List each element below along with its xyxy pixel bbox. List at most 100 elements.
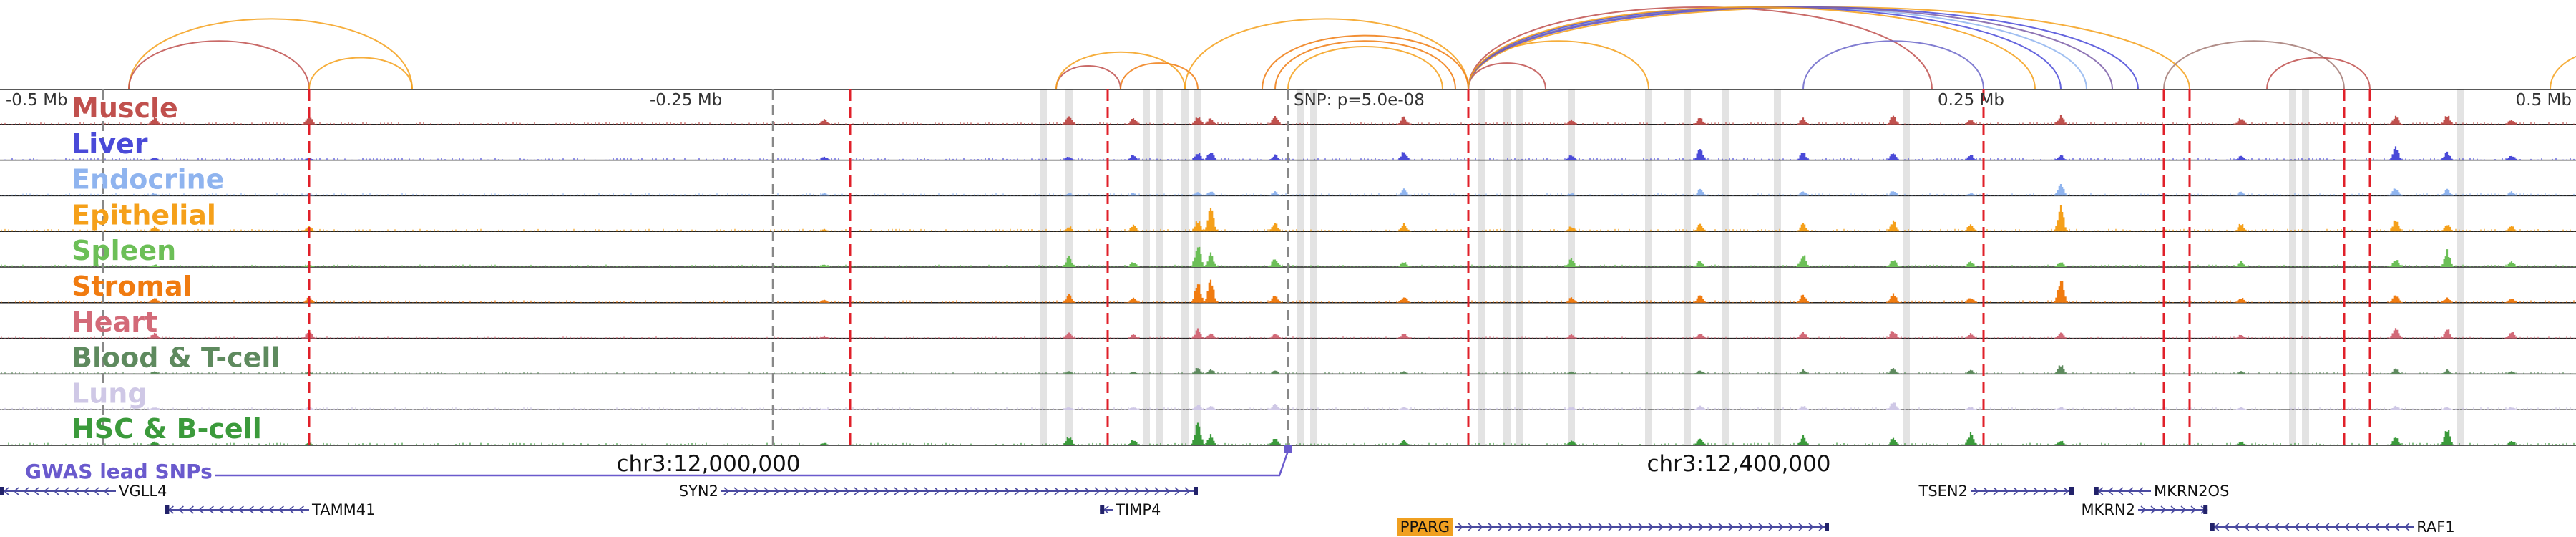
link-arc xyxy=(308,57,413,90)
gene-exon xyxy=(2210,523,2215,531)
gene-exon xyxy=(2069,487,2074,495)
signal-peak xyxy=(149,441,160,445)
signal-peak xyxy=(1694,405,1706,410)
signal-peak xyxy=(149,371,160,374)
signal-peak xyxy=(1062,116,1076,125)
link-arc xyxy=(1184,18,1469,90)
background-signal xyxy=(1,228,2575,232)
highlight-band xyxy=(1503,90,1511,446)
link-arc xyxy=(1468,6,2087,90)
gene-exon xyxy=(1100,505,1105,514)
background-signal xyxy=(1,158,2575,160)
signal-peak xyxy=(2440,225,2454,232)
signal-peak xyxy=(2389,260,2403,267)
background-signal xyxy=(1,371,2575,374)
gene-annotations: VGLL4 TAMM41 SYN2 TIMP4 PPARG TSEN2 MKRN2OS MKR… xyxy=(0,483,2455,536)
signal-peak xyxy=(1204,434,1218,445)
gene-highlight xyxy=(1397,518,1453,536)
signal-peak xyxy=(1204,369,1218,374)
highlight-band xyxy=(1065,90,1073,446)
signal-peak xyxy=(2440,249,2454,267)
signal-peak xyxy=(2506,191,2517,196)
signal-peak xyxy=(1191,284,1205,303)
signal-peak xyxy=(2235,191,2247,196)
background-signal xyxy=(1,442,2575,445)
signal-peak xyxy=(2441,407,2453,410)
link-arc xyxy=(2550,55,2576,90)
signal-peak xyxy=(1886,402,1901,410)
signal-peak xyxy=(1268,295,1282,303)
link-arc xyxy=(128,18,413,90)
signal-peak xyxy=(1191,368,1205,374)
signal-peak xyxy=(1192,405,1204,410)
signal-peak xyxy=(1886,331,1901,339)
signal-peak xyxy=(2235,407,2247,410)
background-signal xyxy=(1,193,2575,196)
signal-peak xyxy=(819,335,830,339)
peak-highlight-bands xyxy=(1040,90,2464,446)
signal-peak xyxy=(1566,334,1577,339)
signal-peak xyxy=(1693,295,1707,303)
gene-vgll4: VGLL4 xyxy=(0,483,167,500)
signal-peak xyxy=(1126,118,1139,125)
coordinate-label: chr3:12,000,000 xyxy=(616,451,800,477)
signal-peak xyxy=(1204,279,1218,303)
signal-peak xyxy=(1566,193,1577,196)
signal-peak xyxy=(147,116,162,125)
gene-label: PPARG xyxy=(1400,518,1450,536)
signal-peak xyxy=(2504,299,2517,303)
signal-peak xyxy=(1965,369,1976,374)
track-heart xyxy=(0,328,2576,339)
signal-peak xyxy=(1063,371,1075,374)
signal-peak xyxy=(1063,193,1075,196)
signal-peak xyxy=(1564,258,1579,267)
axis-tick-label: -0.25 Mb xyxy=(650,91,722,110)
coordinate-label: chr3:12,400,000 xyxy=(1646,451,1830,477)
background-signal xyxy=(1,407,2575,410)
signal-peak xyxy=(1693,188,1707,196)
signal-peak xyxy=(1886,115,1901,125)
signal-peak xyxy=(1965,333,1976,339)
signal-peak xyxy=(1062,437,1076,445)
signal-peak xyxy=(2235,297,2247,303)
signal-peak xyxy=(1204,191,1216,196)
signal-peak xyxy=(1693,118,1707,125)
signal-peak xyxy=(1128,193,1139,196)
highlight-band xyxy=(1722,90,1729,446)
signal-peak xyxy=(1268,404,1281,410)
signal-peak xyxy=(819,264,830,267)
signal-peak xyxy=(1566,407,1577,410)
gene-label: TSEN2 xyxy=(1918,483,1968,500)
signal-peak xyxy=(1397,334,1411,339)
signal-peak xyxy=(2506,155,2517,160)
signal-peak xyxy=(1963,155,1976,160)
signal-peak xyxy=(1963,224,1978,232)
track-labels: Muscle Liver Endocrine Epithelial Spleen Stro… xyxy=(72,92,280,445)
gwas-snp-marker xyxy=(1284,445,1292,453)
signal-peak xyxy=(1204,153,1218,160)
gene-label: RAF1 xyxy=(2416,518,2455,536)
gene-label: TIMP4 xyxy=(1115,501,1161,518)
signal-peak xyxy=(2390,405,2401,410)
signal-peak xyxy=(1797,191,1809,196)
signal-peak xyxy=(2235,334,2247,339)
signal-peak xyxy=(1063,226,1075,232)
track-epithelial xyxy=(0,205,2576,232)
signal-peak xyxy=(2054,115,2068,125)
signal-peak xyxy=(1205,406,1216,410)
signal-peak xyxy=(1269,370,1281,374)
signal-peak xyxy=(1398,262,1410,267)
signal-peak xyxy=(1128,372,1139,374)
signal-peak xyxy=(2440,430,2454,445)
signal-peak xyxy=(1128,440,1139,445)
signal-peak xyxy=(1192,192,1204,196)
signal-peak xyxy=(2506,407,2517,410)
signal-peak xyxy=(2055,262,2067,267)
gene-exon xyxy=(1194,487,1198,495)
highlight-band xyxy=(1310,90,1317,446)
strand-arrows xyxy=(1458,523,1825,531)
signal-peak xyxy=(1397,297,1411,303)
signal-peak xyxy=(1062,256,1076,267)
gene-tsen2: TSEN2 xyxy=(1918,483,2074,500)
gene-label: MKRN2OS xyxy=(2154,483,2229,500)
